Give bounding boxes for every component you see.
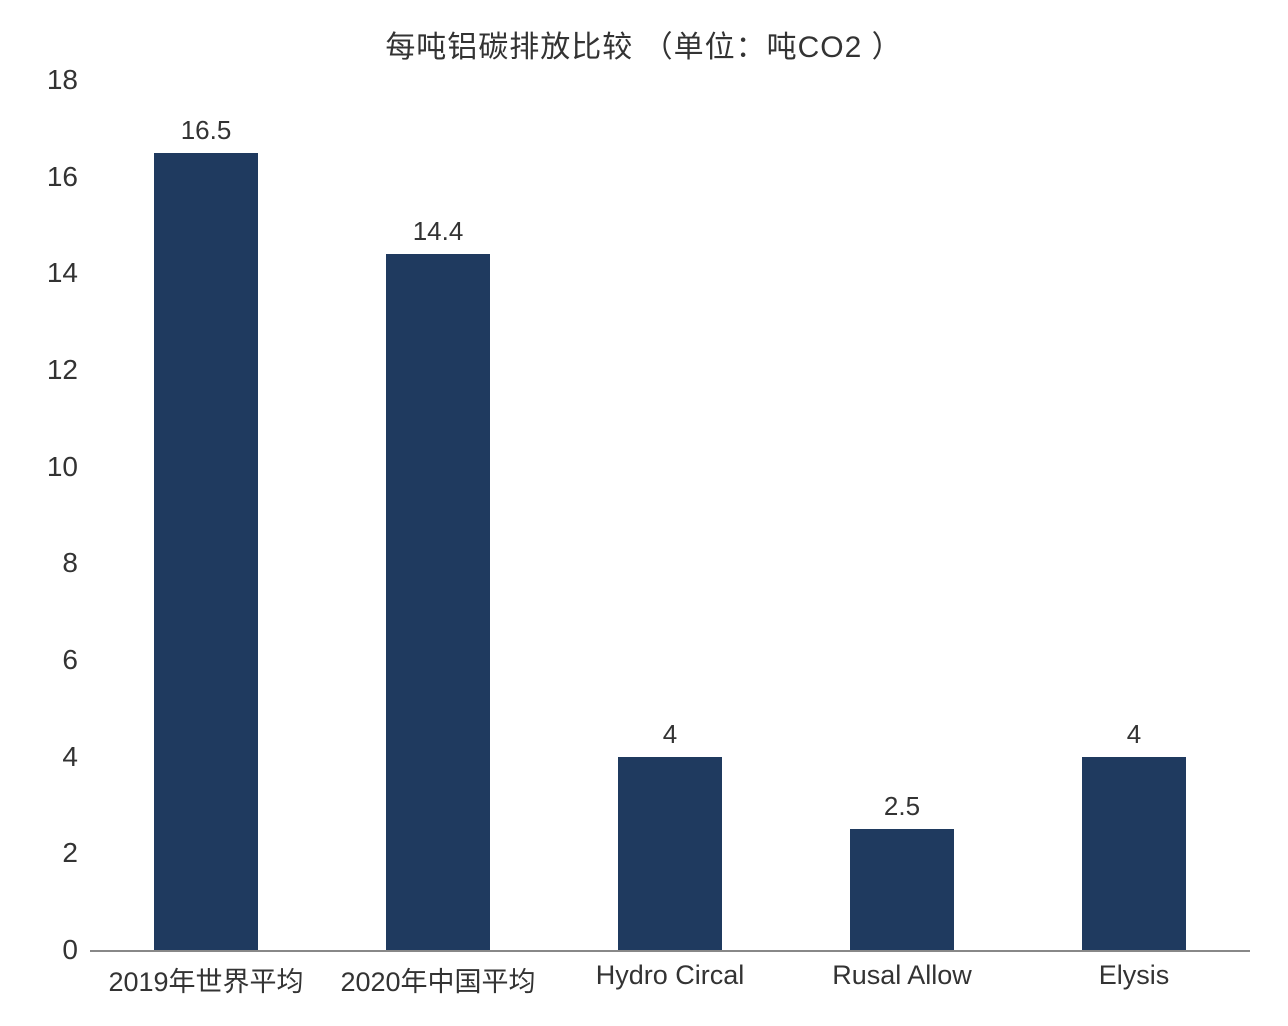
y-tick-label: 8 (18, 547, 78, 579)
x-tick-label: 2020年中国平均 (318, 960, 558, 999)
y-tick-label: 14 (18, 257, 78, 289)
y-tick-label: 16 (18, 161, 78, 193)
y-tick-label: 0 (18, 934, 78, 966)
x-tick-label: 2019年世界平均 (86, 960, 326, 999)
y-tick-label: 10 (18, 451, 78, 483)
bar-value-label: 2.5 (802, 791, 1002, 822)
y-tick-label: 12 (18, 354, 78, 386)
x-axis-line (90, 950, 1250, 952)
y-tick-label: 18 (18, 64, 78, 96)
chart-title: 每吨铝碳排放比较 （单位：吨CO2 ） (0, 22, 1288, 66)
bar (154, 153, 258, 951)
bar-value-label: 4 (570, 719, 770, 750)
bar-value-label: 14.4 (338, 216, 538, 247)
bar-value-label: 16.5 (106, 115, 306, 146)
y-tick-label: 6 (18, 644, 78, 676)
bar (386, 254, 490, 950)
chart-container: 每吨铝碳排放比较 （单位：吨CO2 ） 0 2 4 6 8 10 12 14 16 18 16.5… (0, 0, 1288, 1026)
x-tick-label: Hydro Circal (550, 960, 790, 991)
x-tick-label: Rusal Allow (782, 960, 1022, 991)
bar (1082, 757, 1186, 950)
y-tick-label: 2 (18, 837, 78, 869)
x-tick-label: Elysis (1014, 960, 1254, 991)
bar (850, 829, 954, 950)
bars-region (90, 80, 1250, 950)
y-tick-label: 4 (18, 741, 78, 773)
bar (618, 757, 722, 950)
bar-value-label: 4 (1034, 719, 1234, 750)
